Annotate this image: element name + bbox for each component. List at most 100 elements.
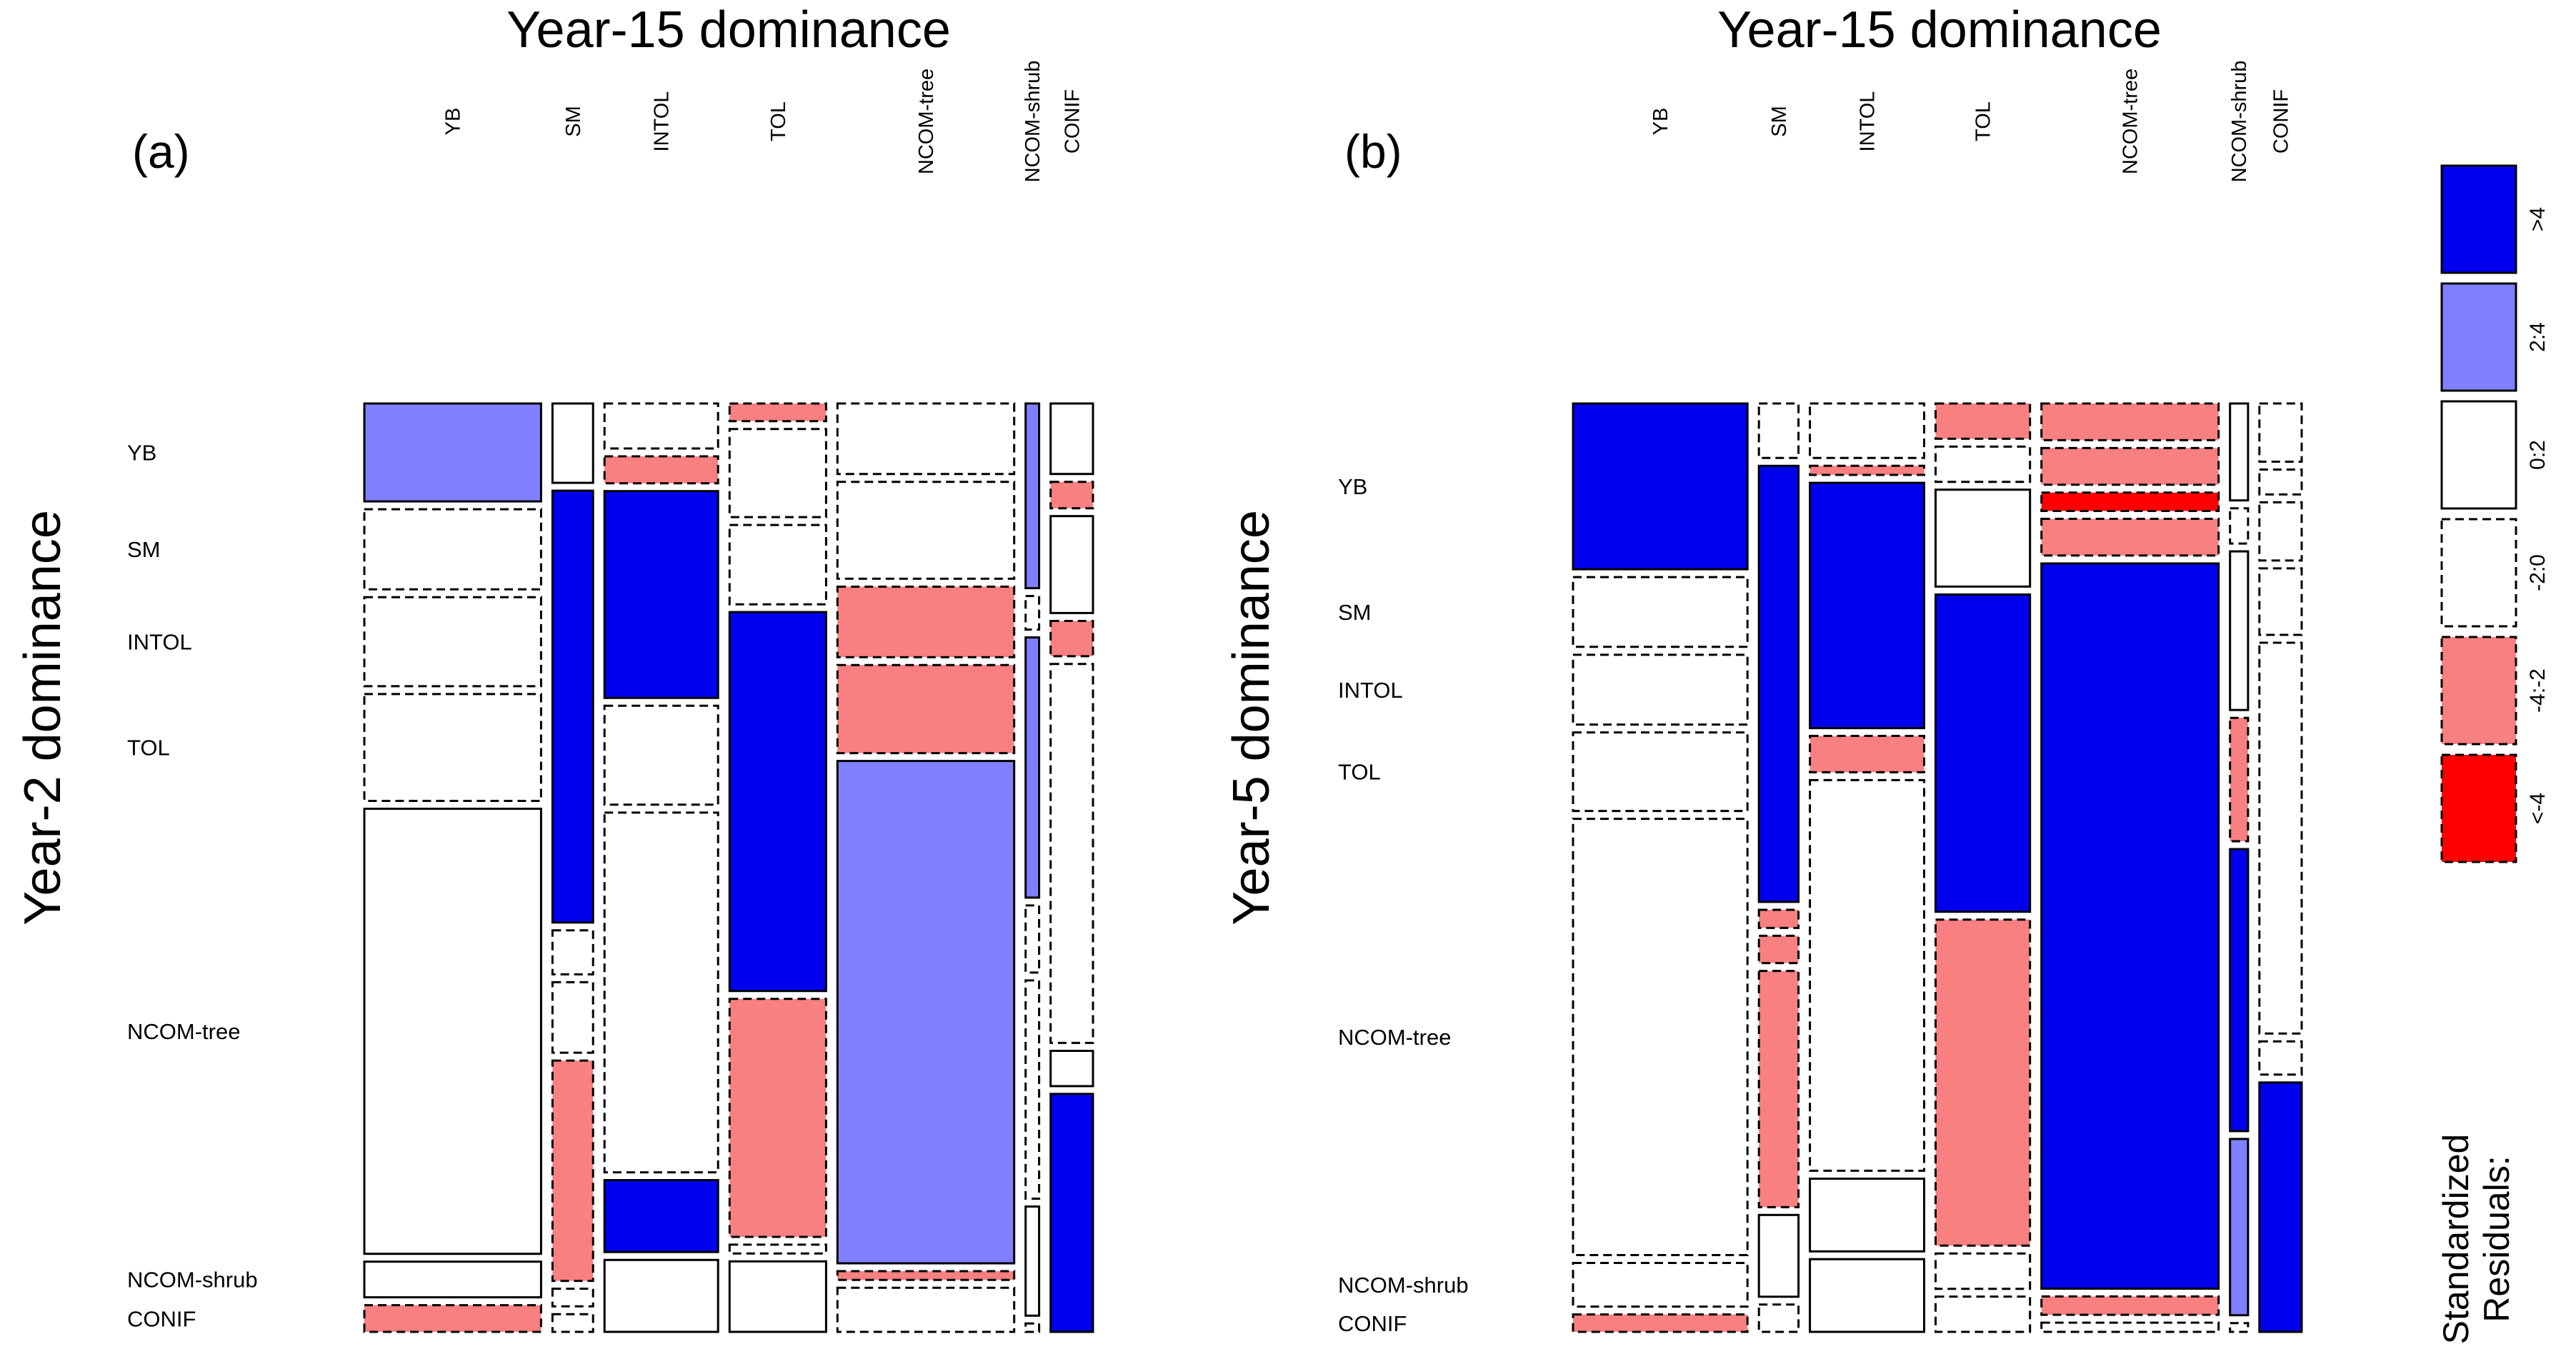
panel-a-cell-tol-ncom-shrub xyxy=(728,1243,827,1255)
panel-b-label: (b) xyxy=(1344,125,1402,178)
legend-label-2: 0:2 xyxy=(2526,440,2550,470)
panel-a-cell-tol-intol xyxy=(728,523,827,606)
panel-b-cell-yb-intol xyxy=(1572,653,1749,726)
panel-b-cell-ncom-tree-tol xyxy=(2040,518,2220,557)
panel-b-row-label-yb: YB xyxy=(1338,474,1367,499)
panel-a-cell-sm-sm xyxy=(551,489,594,924)
panel-b-cell-conif-yb xyxy=(2258,402,2303,463)
panel-a-cell-conif-ncom-tree xyxy=(1049,663,1094,1044)
panel-a-cell-sm-yb xyxy=(551,402,594,484)
panel-b-cell-ncom-shrub-yb xyxy=(2229,402,2250,502)
panel-a-cell-tol-tol xyxy=(728,611,827,993)
panel-a-cell-intol-ncom-tree xyxy=(603,811,719,1174)
panel-a-cell-yb-intol xyxy=(363,596,542,688)
panel-b-cell-ncom-tree-ncom-tree xyxy=(2040,562,2220,1290)
panel-a-cell-conif-sm xyxy=(1049,481,1094,510)
panel-b-row-label-conif: CONIF xyxy=(1338,1311,1407,1336)
panel-b-cell-sm-yb xyxy=(1757,402,1800,459)
panel-a-col-label-sm: SM xyxy=(562,106,585,137)
panel-a-label: (a) xyxy=(132,125,190,178)
panel-a-cell-ncom-tree-yb xyxy=(836,402,1016,476)
panel-a-cell-ncom-shrub-intol xyxy=(1024,636,1041,899)
panel-b-row-label-intol: INTOL xyxy=(1338,678,1403,703)
panel-b-cell-yb-tol xyxy=(1572,731,1749,813)
panel-a-cell-ncom-shrub-sm xyxy=(1024,595,1041,631)
panel-b-cell-ncom-tree-sm xyxy=(2040,446,2220,486)
panel-b-ylabel: Year-5 dominance xyxy=(1223,510,1280,926)
legend-swatch-5 xyxy=(2440,753,2517,863)
panel-a-cell-ncom-tree-conif xyxy=(836,1286,1016,1333)
panel-a-col-label-ncom-tree: NCOM-tree xyxy=(915,69,938,174)
panel-b-col-label-intol: INTOL xyxy=(1857,91,1879,152)
panel-b-col-label-yb: YB xyxy=(1649,108,1672,136)
panel-a-cell-yb-conif xyxy=(363,1304,542,1333)
panel-a-row-label-sm: SM xyxy=(127,537,161,562)
panel-a-cell-ncom-tree-sm xyxy=(836,481,1016,580)
panel-b-cell-sm-ncom-shrub xyxy=(1757,1213,1800,1298)
panel-b-row-label-sm: SM xyxy=(1338,600,1372,625)
panel-a-cell-yb-ncom-tree xyxy=(363,808,542,1255)
panel-b-cell-sm-sm xyxy=(1757,464,1800,903)
panel-a-cell-ncom-tree-ncom-shrub xyxy=(836,1270,1016,1281)
panel-b-cell-yb-sm xyxy=(1572,576,1749,648)
panel-b-cell-tol-conif xyxy=(1935,1295,2032,1333)
panel-a-cell-sm-conif xyxy=(551,1313,594,1333)
panel-b-cell-yb-ncom-tree xyxy=(1572,818,1749,1256)
panel-a-col-label-ncom-shrub: NCOM-shrub xyxy=(1022,61,1044,183)
panel-b-cell-intol-ncom-tree xyxy=(1809,778,1926,1172)
panel-a-cell-conif-intol xyxy=(1049,515,1094,614)
panel-b-cell-conif-tol xyxy=(2258,567,2303,636)
panel-b-cell-intol-sm xyxy=(1809,464,1926,476)
panel-b-cell-ncom-tree-ncom-shrub xyxy=(2040,1295,2220,1316)
panel-a-row-label-ncom-tree: NCOM-tree xyxy=(127,1019,240,1044)
panel-b-cell-conif-intol xyxy=(2258,501,2303,562)
panel-b-cell-intol-yb xyxy=(1809,402,1926,459)
panel-b-col-label-sm: SM xyxy=(1768,106,1791,137)
panel-b-cell-sm-tol xyxy=(1757,934,1800,965)
legend-label-4: -4:-2 xyxy=(2526,668,2550,713)
panel-b-cell-tol-tol xyxy=(1935,593,2032,913)
panel-a-col-label-yb: YB xyxy=(442,108,465,136)
panel-b-cell-ncom-tree-conif xyxy=(2040,1321,2220,1333)
panel-b-cell-conif-sm xyxy=(2258,468,2303,496)
legend-swatch-3 xyxy=(2440,518,2517,628)
panel-a-row-label-tol: TOL xyxy=(127,736,170,761)
panel-a-col-label-conif: CONIF xyxy=(1061,89,1084,154)
panel-a-cell-tol-yb xyxy=(728,402,827,423)
legend-swatch-1 xyxy=(2440,282,2517,392)
panel-a-col-label-tol: TOL xyxy=(767,101,790,141)
panel-a-cell-sm-ncom-tree xyxy=(551,1059,594,1283)
panel-b-cell-tol-ncom-tree xyxy=(1935,918,2032,1247)
panel-a-cell-conif-yb xyxy=(1049,402,1094,476)
panel-a-cell-tol-sm xyxy=(728,428,827,518)
panel-b-col-label-conif: CONIF xyxy=(2270,89,2292,154)
panel-a-col-label-intol: INTOL xyxy=(651,91,674,152)
panel-b-cell-tol-yb xyxy=(1935,402,2032,440)
panel-b-cell-tol-sm xyxy=(1935,445,2032,483)
legend-label-0: >4 xyxy=(2526,207,2550,231)
panel-a-row-label-intol: INTOL xyxy=(127,630,192,655)
panel-b-cell-sm-intol xyxy=(1757,908,1800,929)
panel-a-cell-sm-ncom-shrub xyxy=(551,1288,594,1308)
panel-a-cell-intol-intol xyxy=(603,490,719,699)
panel-b-cell-tol-ncom-shrub xyxy=(1935,1252,2032,1290)
panel-a-cell-intol-ncom-shrub xyxy=(603,1179,719,1253)
mosaic-panel-a: YB SM INTOL TOL NCOM-tree NCOM-shrub CONIF YB SM… xyxy=(127,61,1094,1333)
panel-b-cell-intol-conif xyxy=(1809,1258,1926,1333)
panel-a-cell-yb-ncom-shrub xyxy=(363,1260,542,1299)
panel-b-cell-conif-ncom-shrub xyxy=(2258,1040,2303,1076)
panel-b-cell-ncom-shrub-ncom-shrub xyxy=(2229,1138,2250,1317)
panel-b-row-label-ncom-shrub: NCOM-shrub xyxy=(1338,1273,1469,1298)
panel-b-row-label-ncom-tree: NCOM-tree xyxy=(1338,1025,1451,1050)
legend-swatch-2 xyxy=(2440,400,2517,510)
legend-title-line2: Residuals: xyxy=(2477,1155,2517,1322)
legend: >4 2:4 0:2 -2:0 -4:-2 <-4 xyxy=(2440,164,2550,863)
panel-b-cell-intol-intol xyxy=(1809,481,1926,730)
panel-b-title: Year-15 dominance xyxy=(1717,1,2162,59)
panel-a-title: Year-15 dominance xyxy=(506,1,951,59)
panel-a-row-label-conif: CONIF xyxy=(127,1306,196,1331)
panel-b-col-label-ncom-tree: NCOM-tree xyxy=(2120,69,2142,174)
panel-a-cell-ncom-tree-tol xyxy=(836,663,1016,755)
panel-a-cell-ncom-shrub-ncom-shrub xyxy=(1024,1205,1041,1317)
